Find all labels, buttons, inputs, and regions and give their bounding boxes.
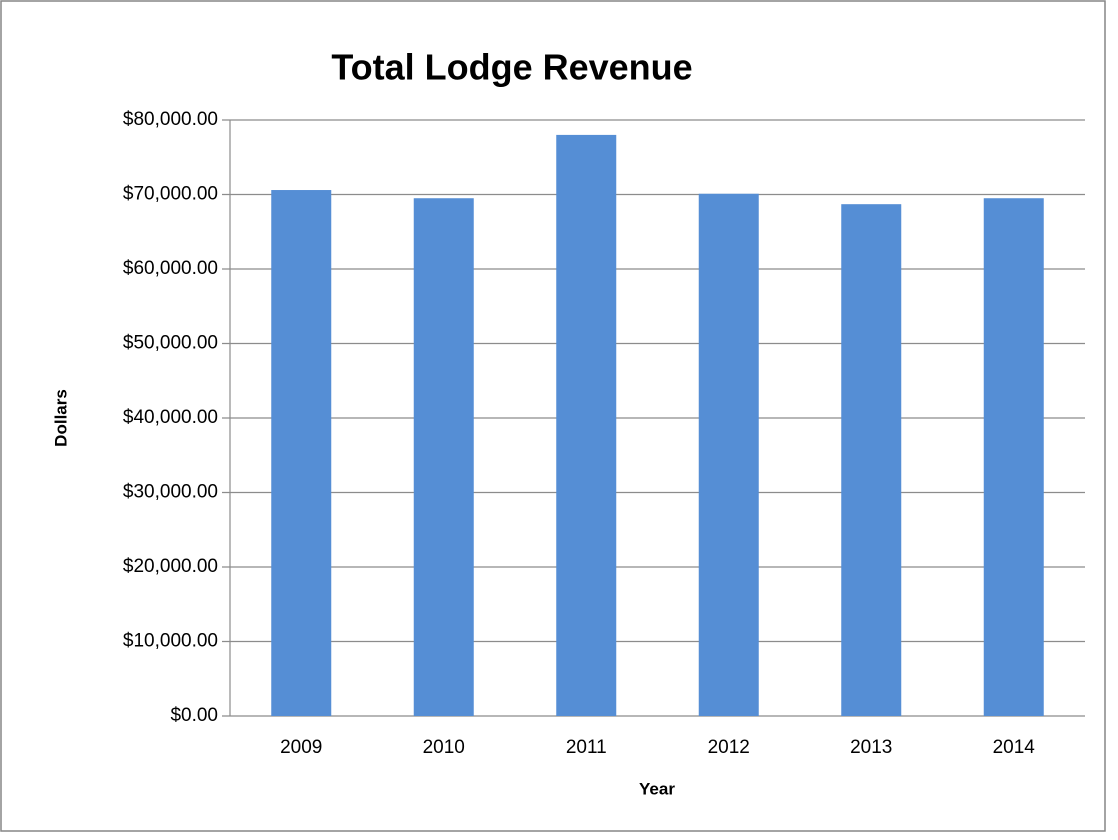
y-tick-label: $0.00: [170, 705, 218, 726]
y-axis-label: Dollars: [51, 389, 70, 447]
bar: [271, 190, 332, 716]
x-tick-label: 2011: [566, 737, 607, 758]
y-tick-label: $20,000.00: [123, 556, 218, 577]
x-tick-label: 2013: [850, 737, 892, 758]
y-tick-label: $30,000.00: [123, 482, 218, 503]
y-tick-label: $10,000.00: [123, 631, 218, 652]
y-tick-label: $60,000.00: [123, 258, 218, 279]
y-tick-label: $50,000.00: [123, 333, 218, 354]
y-tick-label: $80,000.00: [123, 109, 218, 130]
x-tick-label: 2012: [708, 737, 750, 758]
bar: [413, 198, 474, 717]
x-tick-label: 2014: [993, 737, 1036, 758]
x-tick-label: 2009: [280, 737, 322, 758]
x-tick-label: 2010: [423, 737, 465, 758]
x-axis-label: Year: [639, 779, 675, 798]
y-tick-label: $70,000.00: [123, 184, 218, 205]
bar: [556, 134, 617, 716]
bar: [841, 204, 902, 716]
y-tick-label: $40,000.00: [123, 407, 218, 428]
chart-frame: [0, 0, 1106, 832]
chart-title: Total Lodge Revenue: [331, 47, 692, 88]
bar: [698, 193, 759, 716]
bar: [983, 198, 1044, 717]
